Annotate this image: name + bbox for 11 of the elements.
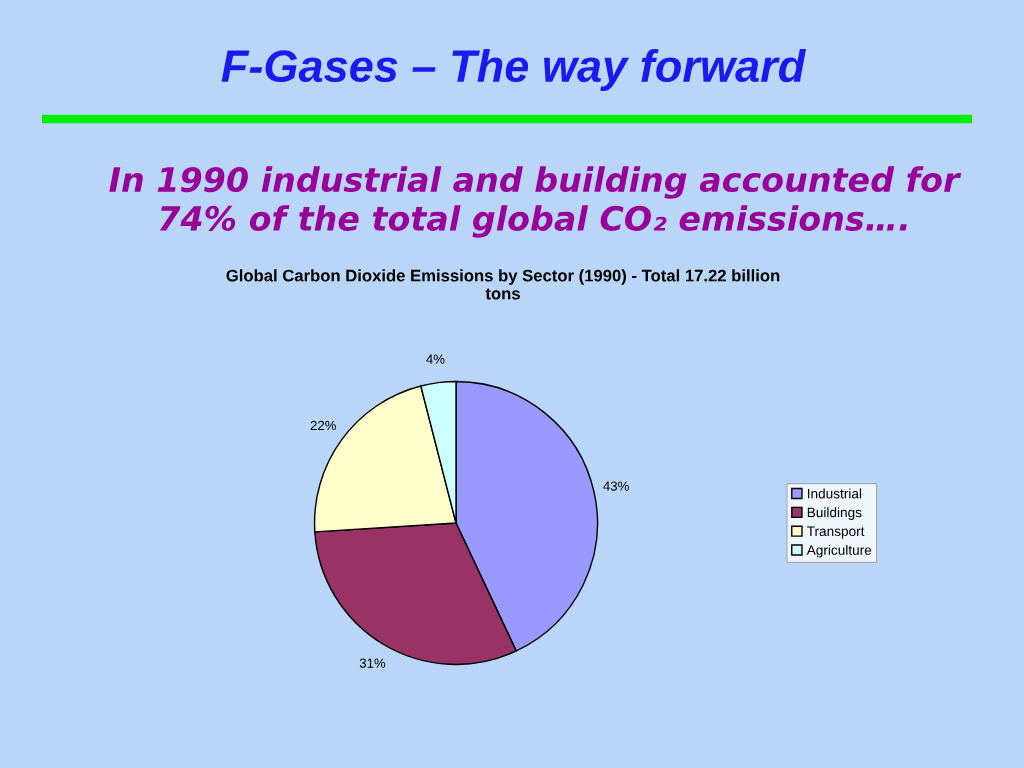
data-label: 4% xyxy=(426,354,445,364)
data-label: 31% xyxy=(359,658,386,668)
data-label: 22% xyxy=(310,420,336,431)
legend-label: Buildings xyxy=(807,507,862,520)
data-label: 43% xyxy=(603,481,629,491)
chart-subtitle: In 1990 industrial and building accounted for 74% of the total global CO₂ emissions…. xyxy=(109,166,962,238)
legend-label: Agriculture xyxy=(806,544,872,558)
legend-label: Industrial xyxy=(807,488,862,499)
chart-title: F-Gases – The way forward xyxy=(221,48,807,92)
text: Global Carbon Dioxide Emissions by Sector (1990) - Total 17.22 billion tons xyxy=(226,269,780,300)
legend-label: Transport xyxy=(807,526,865,539)
